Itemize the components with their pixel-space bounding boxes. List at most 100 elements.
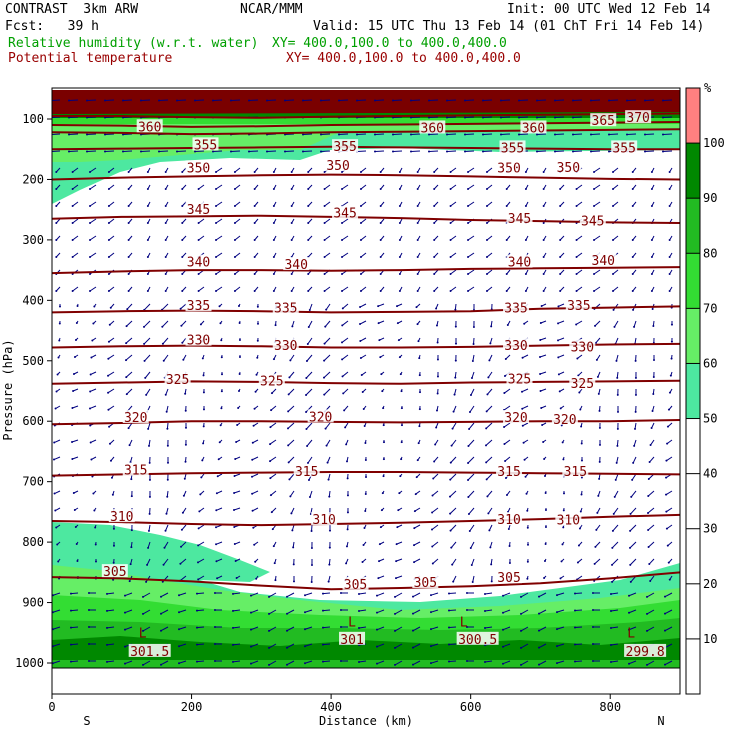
contour-label-bg: [283, 257, 310, 271]
wind-arrow: [360, 286, 367, 292]
wind-arrow-head: [542, 256, 545, 258]
wind-arrow: [590, 150, 601, 152]
contour-label: 345: [581, 215, 604, 230]
wind-arrow-head: [289, 359, 292, 362]
wind-arrow-head: [539, 373, 542, 376]
wind-arrow-head: [598, 426, 601, 429]
wind-arrow: [52, 592, 61, 596]
colorbar-unit: %: [704, 81, 712, 95]
wind-arrow-head: [417, 442, 420, 445]
wind-arrow-head: [104, 133, 106, 136]
wind-arrow: [666, 524, 673, 530]
contour-label-bg: [551, 411, 578, 425]
wind-arrow-head: [55, 290, 58, 292]
y-tick-label: 700: [22, 475, 44, 489]
wind-arrow: [215, 201, 223, 207]
wind-arrow-head: [290, 512, 293, 515]
wind-arrow-head: [253, 543, 256, 546]
wind-arrow-head: [578, 391, 581, 394]
wind-arrow: [106, 643, 115, 646]
wind-arrow-head: [449, 188, 452, 190]
wind-arrow-head: [130, 478, 133, 481]
wind-arrow: [428, 99, 439, 101]
wind-arrow: [180, 558, 187, 565]
contour-label-bg: [496, 160, 523, 174]
wind-arrow-head: [500, 133, 502, 136]
wind-arrow-head: [376, 594, 378, 597]
wind-arrow: [270, 473, 277, 479]
wind-arrow-head: [628, 594, 630, 597]
wind-arrow-head: [378, 339, 381, 342]
wind-arrow-head: [612, 188, 615, 190]
wind-arrow-head: [146, 222, 149, 224]
wind-arrow: [484, 592, 493, 595]
contour-label: 301.5: [130, 645, 169, 660]
wind-arrow-head: [356, 133, 358, 136]
wind-arrow: [148, 439, 151, 447]
wind-arrow-head: [237, 390, 240, 393]
wind-arrow-head: [251, 475, 254, 478]
wind-arrow-head: [418, 425, 421, 428]
wind-arrow-head: [89, 171, 92, 173]
wind-arrow: [662, 116, 673, 118]
wind-arrow-head: [307, 188, 310, 190]
wind-arrow-head: [505, 205, 508, 207]
wind-arrow-head: [233, 256, 236, 258]
wind-arrow: [196, 660, 205, 663]
wind-arrow: [143, 320, 151, 328]
wind-arrow: [320, 150, 331, 152]
wind-arrow: [162, 337, 169, 345]
wind-arrow: [266, 99, 277, 101]
wind-arrow-head: [127, 273, 130, 275]
wind-arrow: [143, 303, 151, 311]
wind-arrow: [215, 235, 223, 241]
y-axis-label: Pressure (hPa): [1, 339, 15, 440]
wind-arrow: [504, 388, 511, 394]
wind-arrow-head: [464, 150, 466, 153]
wind-arrow: [358, 660, 367, 663]
wind-arrow-head: [220, 373, 223, 376]
wind-arrow-head: [183, 477, 186, 480]
wind-arrow-head: [89, 407, 92, 410]
wind-arrow-head: [503, 392, 506, 395]
wind-arrow: [234, 167, 241, 173]
wind-arrow-head: [88, 660, 90, 663]
wind-arrow-head: [164, 171, 167, 173]
contour-label: 315: [564, 465, 587, 480]
contour-label-bg: [624, 643, 667, 657]
wind-arrow-head: [542, 290, 545, 292]
wind-arrow-head: [215, 560, 218, 563]
wind-arrow-head: [598, 443, 601, 446]
wind-arrow: [410, 99, 421, 101]
wind-arrow-head: [178, 611, 180, 614]
wind-arrow: [538, 643, 547, 649]
wind-arrow-head: [574, 626, 576, 629]
wind-arrow: [486, 235, 493, 241]
wind-arrow-head: [233, 543, 236, 546]
wind-arrow-head: [593, 171, 596, 173]
wind-arrow: [520, 626, 529, 632]
wind-arrow-head: [76, 305, 79, 308]
wind-arrow-head: [127, 171, 130, 173]
wind-arrow: [86, 133, 97, 135]
wind-arrow-head: [668, 290, 671, 292]
wind-arrow-head: [266, 99, 268, 102]
wind-arrow: [392, 99, 403, 101]
wind-arrow-head: [89, 441, 92, 444]
wind-arrow-head: [161, 325, 164, 328]
x-axis: 0 200 400 600 800: [48, 694, 621, 714]
wind-arrow: [574, 643, 583, 646]
wind-arrow: [104, 150, 115, 152]
wind-arrow-head: [489, 342, 492, 345]
wind-arrow-head: [416, 222, 419, 224]
wind-arrow-head: [544, 509, 547, 512]
wind-arrow-head: [142, 629, 144, 632]
wind-arrow-head: [632, 461, 635, 464]
wind-arrow-head: [230, 150, 232, 153]
wind-arrow-head: [518, 99, 520, 102]
wind-arrow: [487, 507, 493, 514]
y-tick-label: 100: [22, 112, 44, 126]
wind-arrow-head: [184, 443, 187, 446]
wind-arrow-head: [268, 612, 270, 615]
wind-arrow: [70, 592, 79, 595]
